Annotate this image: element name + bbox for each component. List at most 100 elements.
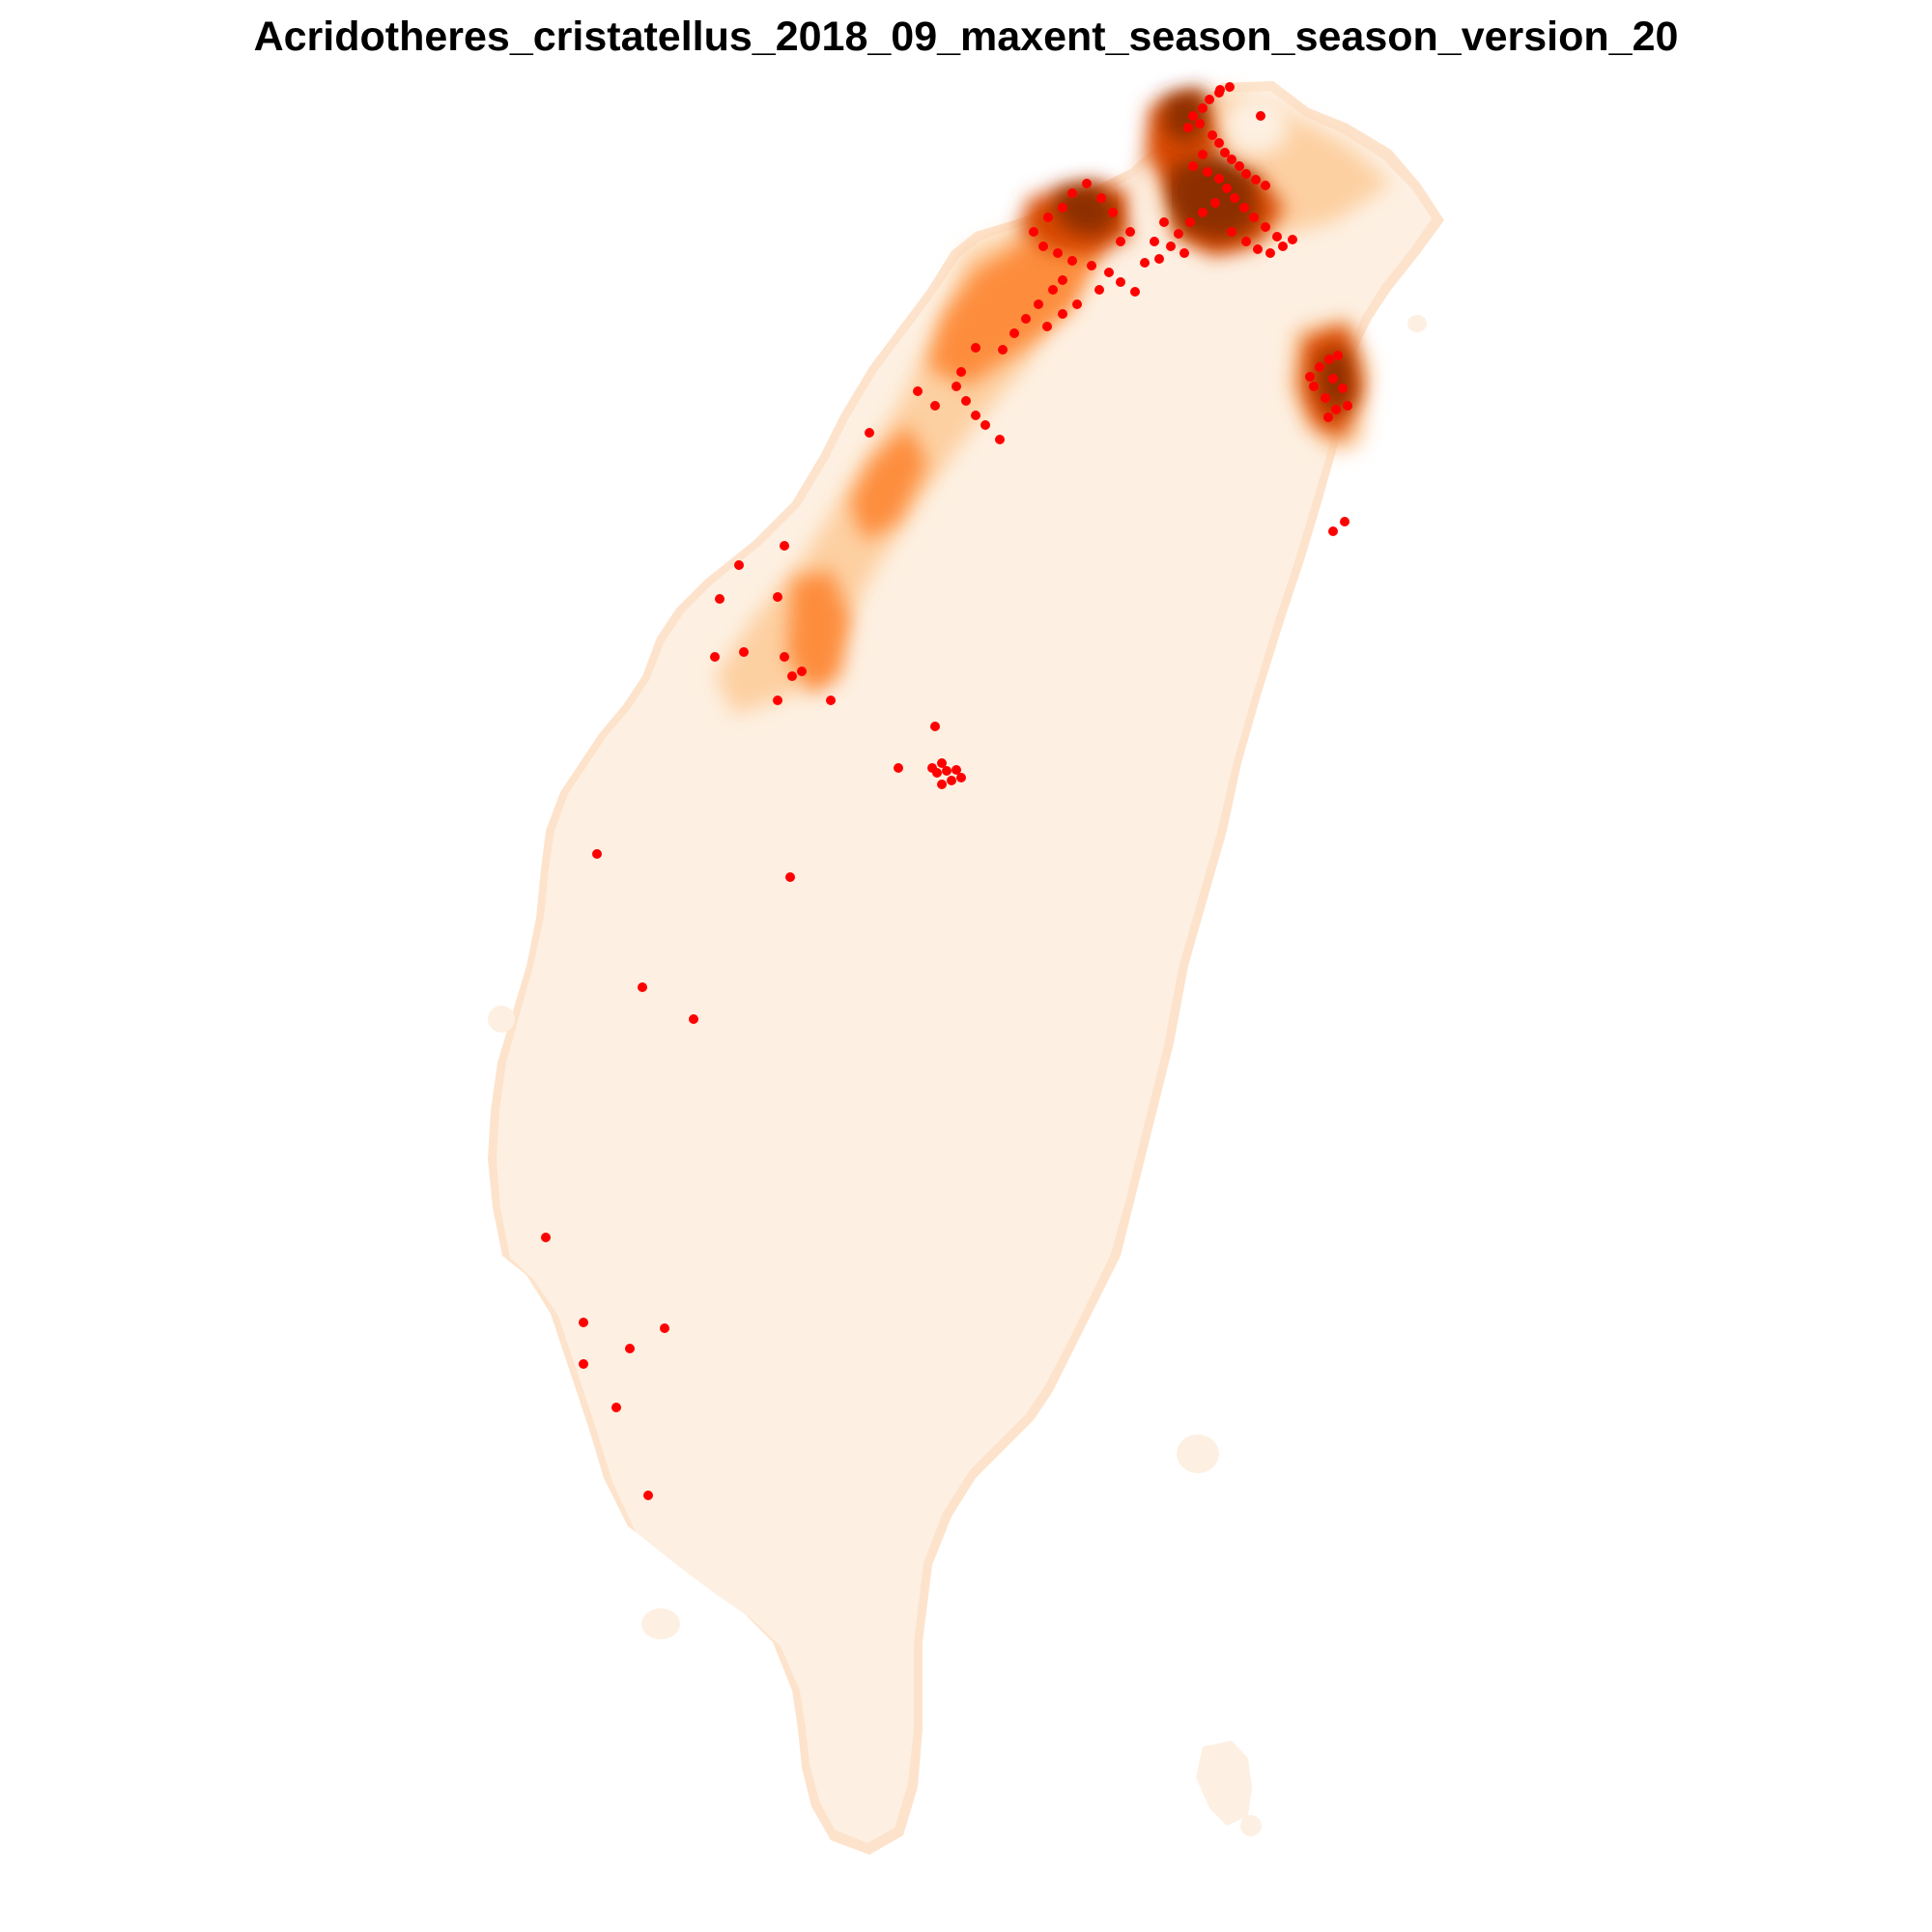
occurrence-point <box>1150 237 1159 246</box>
occurrence-point <box>1205 95 1214 104</box>
occurrence-point <box>971 411 980 420</box>
occurrence-point <box>1034 299 1043 309</box>
occurrence-point <box>1104 268 1114 277</box>
islet-west <box>488 1006 515 1033</box>
occurrence-point <box>1241 169 1251 179</box>
islet-southwest <box>641 1608 680 1639</box>
occurrence-point <box>1324 355 1334 364</box>
occurrence-point <box>1067 256 1077 266</box>
occurrence-point <box>1198 150 1208 159</box>
occurrence-point <box>1328 526 1338 536</box>
islet-orchid-island <box>1196 1741 1252 1826</box>
occurrence-point <box>660 1323 669 1333</box>
occurrence-point <box>956 367 966 377</box>
occurrence-point <box>998 345 1008 355</box>
occurrence-points <box>541 82 1352 1500</box>
occurrence-point <box>579 1318 588 1327</box>
occurrence-point <box>1048 285 1058 295</box>
occurrence-point <box>1067 188 1077 198</box>
occurrence-point <box>1305 372 1315 382</box>
occurrence-point <box>1009 328 1019 338</box>
occurrence-point <box>734 560 744 570</box>
occurrence-point <box>1198 208 1208 217</box>
occurrence-point <box>1072 299 1082 309</box>
basin-light-patch <box>1223 97 1289 155</box>
island-body <box>497 91 1432 1843</box>
occurrence-point <box>1208 130 1217 140</box>
occurrence-point <box>1159 217 1169 227</box>
occurrence-point <box>956 773 966 782</box>
occurrence-point <box>1328 374 1338 384</box>
occurrence-point <box>1116 237 1125 246</box>
occurrence-point <box>1343 401 1352 411</box>
occurrence-point <box>1043 213 1053 222</box>
occurrence-point <box>715 594 724 604</box>
occurrence-point <box>739 647 749 657</box>
occurrence-point <box>1331 405 1341 414</box>
occurrence-point <box>1185 217 1195 227</box>
occurrence-point <box>1125 227 1135 237</box>
occurrence-point <box>1251 175 1261 185</box>
occurrence-point <box>625 1344 635 1353</box>
occurrence-point <box>1174 229 1183 239</box>
occurrence-point <box>592 849 602 859</box>
occurrence-point <box>1042 322 1052 331</box>
occurrence-point <box>942 766 952 776</box>
occurrence-point <box>1203 167 1212 177</box>
occurrence-point <box>1082 179 1092 188</box>
occurrence-point <box>1108 208 1118 217</box>
occurrence-point <box>1140 258 1150 268</box>
occurrence-point <box>541 1233 551 1242</box>
occurrence-point <box>1222 184 1232 193</box>
occurrence-point <box>579 1359 588 1369</box>
map-title: Acridotheres_cristatellus_2018_09_maxent… <box>253 14 1679 60</box>
occurrence-point <box>826 696 836 705</box>
occurrence-point <box>773 592 782 602</box>
occurrence-point <box>787 671 797 681</box>
occurrence-point <box>611 1403 621 1412</box>
occurrence-point <box>1188 111 1198 121</box>
occurrence-point <box>1261 222 1270 232</box>
occurrence-point <box>1179 248 1189 258</box>
occurrence-point <box>785 872 795 882</box>
occurrence-point <box>1058 309 1067 319</box>
occurrence-point <box>932 768 942 778</box>
occurrence-point <box>1210 198 1220 208</box>
suitability-mid-zones <box>787 217 1101 696</box>
occurrence-point <box>1214 138 1224 148</box>
occurrence-point <box>1227 227 1236 237</box>
occurrence-point <box>1214 88 1224 98</box>
occurrence-point <box>1230 193 1239 203</box>
occurrence-point <box>1278 242 1288 251</box>
occurrence-point <box>1058 203 1067 213</box>
occurrence-point <box>643 1491 653 1500</box>
occurrence-point <box>773 696 782 705</box>
occurrence-point <box>961 396 971 406</box>
occurrence-point <box>1239 203 1249 213</box>
occurrence-point <box>937 780 947 789</box>
occurrence-point <box>865 428 874 438</box>
occurrence-point <box>1227 155 1236 164</box>
occurrence-point <box>995 435 1005 444</box>
occurrence-point <box>930 722 940 731</box>
occurrence-point <box>1198 103 1208 113</box>
occurrence-point <box>1116 277 1125 287</box>
occurrence-point <box>780 541 789 551</box>
occurrence-point <box>937 758 947 768</box>
occurrence-point <box>1087 261 1096 270</box>
occurrence-point <box>971 343 980 353</box>
occurrence-point <box>1323 412 1333 422</box>
occurrence-point <box>1253 244 1263 254</box>
occurrence-point <box>1188 161 1198 171</box>
occurrence-point <box>689 1014 698 1024</box>
occurrence-point <box>952 765 961 775</box>
occurrence-point <box>1058 275 1067 285</box>
occurrence-point <box>1094 285 1104 295</box>
occurrence-point <box>1214 174 1224 184</box>
occurrence-point <box>1183 123 1193 132</box>
occurrence-point <box>710 652 720 662</box>
occurrence-point <box>947 776 956 785</box>
occurrence-point <box>952 382 961 391</box>
occurrence-point <box>1038 242 1048 251</box>
